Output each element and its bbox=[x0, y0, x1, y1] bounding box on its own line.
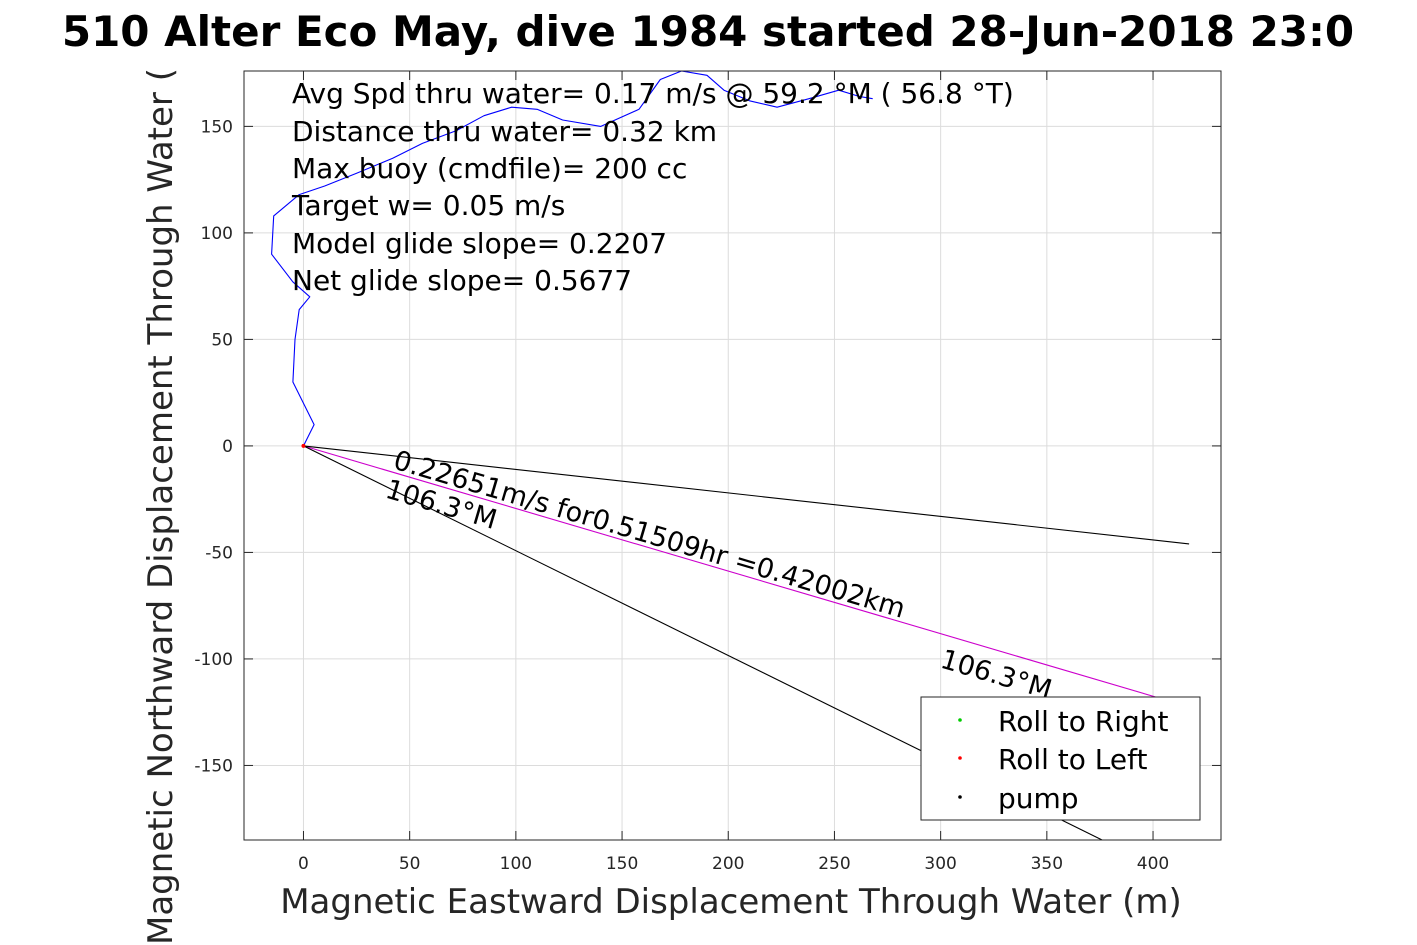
x-tick-label: 300 bbox=[924, 854, 956, 874]
legend-marker-pump bbox=[958, 795, 962, 799]
info-line-distance: Distance thru water= 0.32 km bbox=[292, 115, 717, 148]
y-tick-label: -100 bbox=[194, 650, 233, 670]
y-tick-label: 50 bbox=[211, 330, 233, 350]
series-line-0 bbox=[271, 71, 873, 447]
y-tick-label: -150 bbox=[194, 756, 233, 776]
info-line-max-buoy: Max buoy (cmdfile)= 200 cc bbox=[292, 152, 687, 185]
legend-label-roll-right: Roll to Right bbox=[998, 705, 1169, 738]
plot-frame bbox=[243, 70, 1222, 841]
y-tick-label: 150 bbox=[201, 117, 233, 137]
x-tick-label: 200 bbox=[712, 854, 744, 874]
y-tick-label: 0 bbox=[222, 437, 233, 457]
current-annotation: 0.22651m/s for0.51509hr =0.42002km bbox=[390, 445, 909, 625]
info-line-avg-speed: Avg Spd thru water= 0.17 m/s @ 59.2 °M (… bbox=[292, 77, 1014, 110]
x-tick-label: 250 bbox=[818, 854, 850, 874]
info-line-model-glide: Model glide slope= 0.2207 bbox=[292, 227, 667, 260]
series-line-2 bbox=[303, 445, 1190, 545]
tick-layer: 0 50 100 150 200 250 300 350 400 -150 -100 -50 0 50 10… bbox=[194, 71, 1221, 874]
legend-box bbox=[920, 696, 1201, 821]
x-tick-label: 0 bbox=[298, 854, 309, 874]
y-tick-label: -50 bbox=[205, 543, 233, 563]
y-axis-label: Magnetic Northward Displacement Through … bbox=[141, 68, 181, 945]
x-tick-label: 350 bbox=[1031, 854, 1063, 874]
legend: Roll to Right Roll to Left pump bbox=[920, 696, 1201, 821]
info-line-net-glide: Net glide slope= 0.5677 bbox=[292, 264, 632, 297]
legend-marker-roll-left bbox=[958, 756, 962, 760]
origin-point bbox=[301, 443, 306, 448]
y-tick-label: 100 bbox=[201, 224, 233, 244]
x-tick-label: 400 bbox=[1137, 854, 1169, 874]
info-block: Avg Spd thru water= 0.17 m/s @ 59.2 °M (… bbox=[291, 77, 1014, 297]
chart-title: 510 Alter Eco May, dive 1984 started 28-… bbox=[62, 7, 1354, 56]
x-tick-label: 50 bbox=[399, 854, 421, 874]
x-tick-label: 150 bbox=[606, 854, 638, 874]
legend-marker-roll-right bbox=[958, 718, 962, 722]
legend-label-roll-left: Roll to Left bbox=[998, 743, 1147, 776]
x-tick-label: 100 bbox=[500, 854, 532, 874]
info-line-target-w: Target w= 0.05 m/s bbox=[291, 189, 565, 222]
grid-layer bbox=[244, 71, 1221, 840]
legend-label-pump: pump bbox=[998, 782, 1079, 815]
x-axis-label: Magnetic Eastward Displacement Through W… bbox=[280, 882, 1182, 922]
series-line-1 bbox=[303, 445, 1164, 700]
